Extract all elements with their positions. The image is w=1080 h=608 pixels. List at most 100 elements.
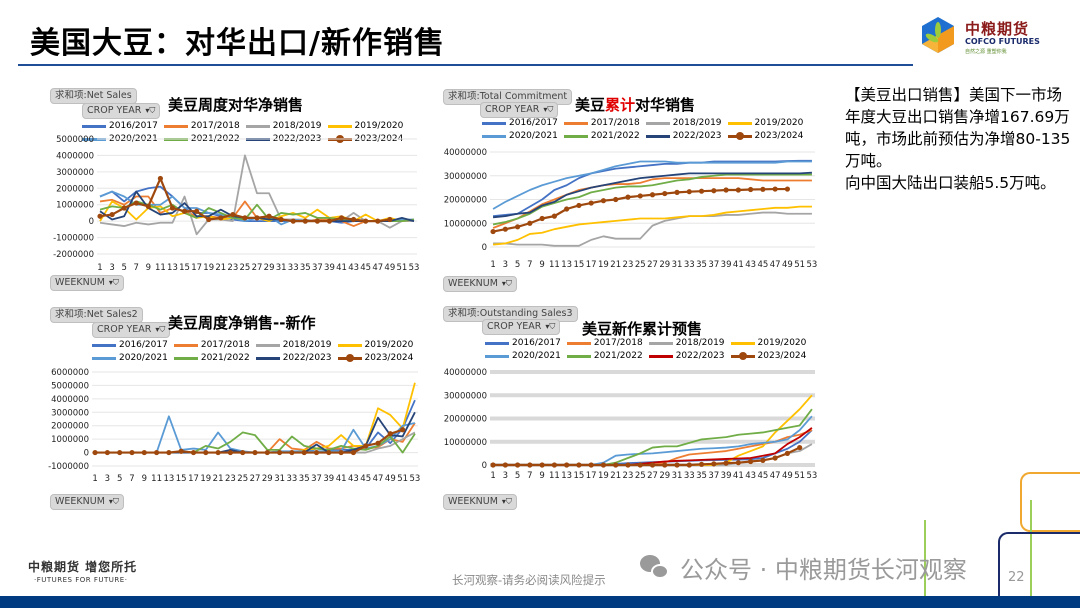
- crop-year-filter-button[interactable]: CROP YEAR ▾⛉: [92, 322, 171, 338]
- x-tick-label: 7: [129, 474, 134, 484]
- filter-dropdown-icon[interactable]: ▾⛉: [543, 105, 554, 114]
- weeknum-filter-button[interactable]: WEEKNUM ▾⛉: [50, 275, 124, 291]
- x-tick-label: 49: [782, 260, 793, 270]
- x-tick-label: 11: [155, 263, 166, 273]
- data-point-marker: [190, 449, 197, 456]
- chart-title-part: 美豆新作累计预售: [582, 320, 703, 338]
- filter-dropdown-icon[interactable]: ▾⛉: [501, 497, 512, 506]
- filter-dropdown-icon[interactable]: ▾⛉: [108, 497, 119, 506]
- data-point-marker: [649, 192, 656, 198]
- data-point-marker: [326, 218, 333, 224]
- legend-item[interactable]: 2023/2024: [730, 351, 806, 361]
- footer-bar: [0, 596, 1080, 608]
- legend-item[interactable]: 2023/2024: [337, 353, 413, 363]
- weeknum-filter-button[interactable]: WEEKNUM ▾⛉: [443, 494, 517, 510]
- weeknum-filter-button[interactable]: WEEKNUM ▾⛉: [50, 494, 124, 510]
- x-tick-label: 39: [721, 471, 732, 481]
- legend-item[interactable]: 2021/2022: [563, 131, 640, 141]
- x-tick-label: 51: [794, 260, 805, 270]
- legend-item[interactable]: 2018/2019: [255, 340, 332, 350]
- legend-swatch-icon: [485, 354, 509, 358]
- legend-item[interactable]: 2016/2017: [82, 121, 158, 131]
- legend-item[interactable]: 2022/2023: [255, 353, 332, 363]
- crop-year-filter-button[interactable]: CROP YEAR ▾⛉: [480, 102, 559, 118]
- legend-item[interactable]: 2018/2019: [245, 121, 322, 131]
- legend-label: 2019/2020: [354, 121, 404, 131]
- data-point-marker: [735, 460, 741, 466]
- legend-swatch-icon: [648, 354, 673, 358]
- legend-label: 2016/2017: [109, 121, 158, 131]
- y-tick-label: 0: [482, 243, 487, 253]
- legend-item[interactable]: 2021/2022: [173, 353, 250, 363]
- data-point-marker: [129, 449, 135, 456]
- legend-swatch-icon: [482, 134, 506, 138]
- x-tick-label: 29: [264, 263, 275, 273]
- y-tick-label: 5000000: [51, 381, 89, 391]
- x-tick-label: 43: [745, 471, 756, 481]
- legend-item[interactable]: 2019/2020: [727, 118, 803, 128]
- data-point-marker: [502, 462, 508, 468]
- y-tick-label: 2000000: [51, 422, 89, 432]
- x-tick-label: 13: [163, 474, 174, 484]
- data-point-marker: [206, 216, 212, 223]
- x-tick-label: 1: [92, 474, 97, 484]
- legend-label: 2017/2018: [200, 340, 250, 350]
- legend-item[interactable]: 2021/2022: [566, 351, 643, 361]
- filter-dropdown-icon[interactable]: ▾⛉: [108, 278, 119, 287]
- risk-disclaimer-link[interactable]: 长河观察-请务必阅读风险提示: [452, 573, 606, 587]
- legend-item[interactable]: 2019/2020: [730, 338, 807, 348]
- legend-label: 2019/2020: [757, 338, 807, 348]
- legend-item[interactable]: 2022/2023: [645, 131, 722, 141]
- data-point-marker: [711, 461, 717, 467]
- legend-item[interactable]: 2023/2024: [727, 131, 803, 141]
- weeknum-filter-button-label: WEEKNUM: [448, 496, 498, 507]
- series-line-2019-2020: [492, 205, 812, 246]
- x-tick-label: 7: [527, 471, 532, 481]
- y-tick-label: 6000000: [51, 368, 89, 378]
- note-paragraph-2: 向中国大陆出口装船5.5万吨。: [845, 174, 1056, 192]
- filter-dropdown-icon[interactable]: ▾⛉: [145, 106, 156, 115]
- weeknum-filter-button-label: WEEKNUM: [55, 496, 105, 507]
- x-tick-label: 19: [200, 474, 211, 484]
- legend-item[interactable]: 2016/2017: [92, 340, 168, 350]
- legend-item[interactable]: 2019/2020: [327, 121, 404, 131]
- pivot-field-button[interactable]: 求和项:Net Sales2: [50, 307, 143, 323]
- x-tick-label: 23: [623, 471, 634, 481]
- legend-item[interactable]: 2018/2019: [645, 118, 722, 128]
- legend-item[interactable]: 2017/2018: [173, 340, 250, 350]
- legend-item[interactable]: 2019/2020: [337, 340, 413, 350]
- crop-year-filter-button[interactable]: CROP YEAR ▾⛉: [482, 319, 561, 335]
- legend-item[interactable]: 2017/2018: [163, 121, 240, 131]
- weeknum-filter-button[interactable]: WEEKNUM ▾⛉: [443, 276, 517, 292]
- series-line-2021-2022: [492, 173, 812, 226]
- legend-label: 2021/2022: [590, 131, 640, 141]
- pivot-field-button[interactable]: 求和项:Net Sales: [50, 88, 137, 104]
- legend-item[interactable]: 2022/2023: [648, 351, 725, 361]
- data-point-marker: [141, 449, 147, 456]
- legend-item[interactable]: 2017/2018: [563, 118, 640, 128]
- legend-item[interactable]: 2020/2021: [482, 131, 558, 141]
- legend-swatch-icon: [563, 121, 588, 125]
- legend-item[interactable]: 2020/2021: [485, 351, 561, 361]
- x-tick-label: 3: [503, 471, 508, 481]
- filter-dropdown-icon[interactable]: ▾⛉: [155, 325, 166, 334]
- data-point-marker: [625, 194, 631, 200]
- crop-year-filter-button[interactable]: CROP YEAR ▾⛉: [82, 103, 161, 119]
- data-point-marker: [203, 449, 209, 456]
- x-tick-label: 19: [598, 260, 609, 270]
- data-point-marker: [674, 189, 680, 195]
- x-tick-label: 35: [300, 263, 311, 273]
- data-point-marker: [290, 218, 296, 224]
- filter-dropdown-icon[interactable]: ▾⛉: [545, 322, 556, 331]
- legend-item[interactable]: 2017/2018: [566, 338, 643, 348]
- x-tick-label: 31: [672, 471, 683, 481]
- legend-item[interactable]: 2020/2021: [92, 353, 168, 363]
- footer-slogan-cn: 中粮期货 增您所托: [28, 560, 138, 574]
- cofco-logo: 中粮期货 COFCO FUTURES 自然之源 重塑你我: [920, 16, 1070, 56]
- legend-item[interactable]: 2016/2017: [485, 338, 561, 348]
- legend-item[interactable]: 2018/2019: [648, 338, 725, 348]
- legend-item[interactable]: 2016/2017: [482, 118, 558, 128]
- filter-dropdown-icon[interactable]: ▾⛉: [501, 279, 512, 288]
- x-tick-label: 45: [360, 263, 371, 273]
